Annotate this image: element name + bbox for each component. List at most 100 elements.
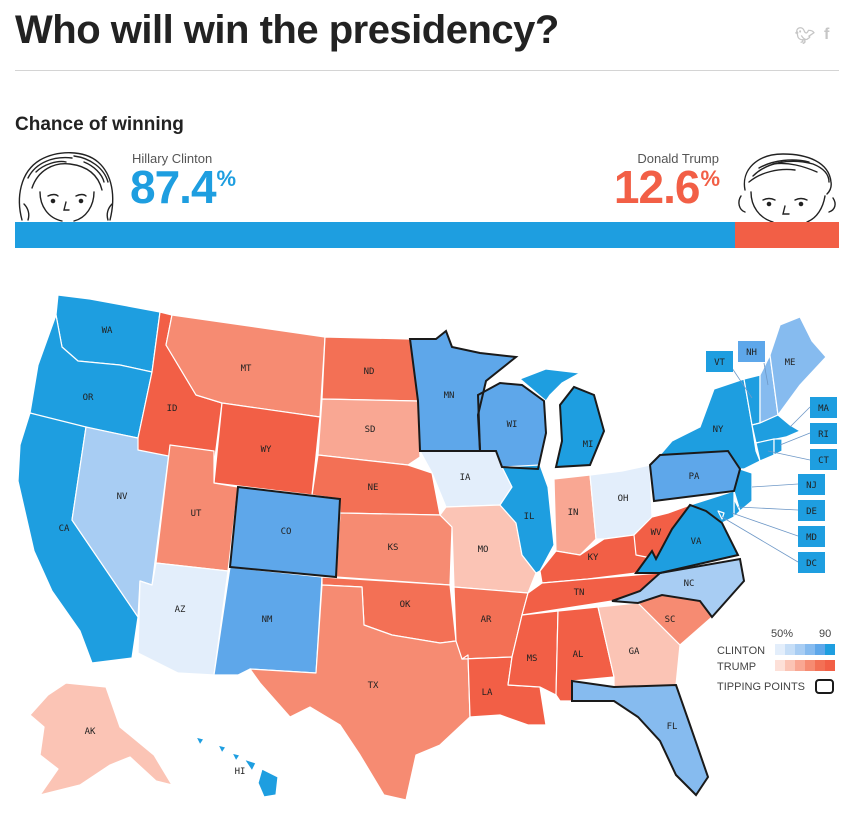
state-CT[interactable] bbox=[755, 438, 775, 462]
callout-box-RI[interactable] bbox=[810, 423, 837, 444]
us-election-map: VT NH MA RI CT NJ DE MD DC WA OR CA NV ID MT WY UT AZ CO N… bbox=[17, 294, 837, 801]
leader-line-MD bbox=[731, 512, 799, 537]
state-label-IL: IL bbox=[524, 512, 535, 522]
callout-box-CT[interactable] bbox=[810, 449, 837, 470]
trump-portrait bbox=[738, 153, 836, 222]
tipping-outline-NC bbox=[611, 557, 746, 619]
state-TX[interactable] bbox=[249, 584, 471, 801]
state-ME[interactable] bbox=[769, 316, 827, 416]
leader-line-DC bbox=[721, 516, 799, 563]
state-IN[interactable] bbox=[553, 474, 597, 556]
state-label-IA: IA bbox=[460, 473, 471, 483]
state-label-NC: NC bbox=[684, 579, 695, 589]
state-label-KS: KS bbox=[388, 543, 399, 553]
tipping-outline-FL bbox=[571, 679, 710, 797]
legend-swatch-clinton-3 bbox=[805, 644, 815, 655]
state-RI[interactable] bbox=[773, 438, 783, 456]
trump-probability-segment bbox=[735, 222, 839, 248]
legend-swatch-clinton-0 bbox=[775, 644, 785, 655]
state-label-MO: MO bbox=[478, 545, 489, 555]
state-SD[interactable] bbox=[317, 398, 421, 466]
state-label-NY: NY bbox=[713, 425, 724, 435]
leader-line-NJ bbox=[751, 483, 799, 488]
callout-label-CT: CT bbox=[818, 456, 829, 466]
facebook-icon[interactable]: f bbox=[824, 26, 830, 43]
leader-line-VT bbox=[729, 364, 753, 399]
map-legend: 50% 90 CLINTON TRUMP TIPPING POINTS bbox=[717, 628, 835, 694]
state-label-IN: IN bbox=[568, 508, 579, 518]
callout-box-DC[interactable] bbox=[798, 552, 825, 573]
legend-scale-low: 50% bbox=[771, 628, 793, 640]
state-HI[interactable] bbox=[195, 736, 279, 798]
callout-box-VT[interactable] bbox=[706, 351, 733, 372]
state-label-UT: UT bbox=[191, 509, 202, 519]
state-label-OH: OH bbox=[618, 494, 629, 504]
state-label-OK: OK bbox=[400, 600, 411, 610]
state-label-GA: GA bbox=[629, 647, 640, 657]
callout-box-NH[interactable] bbox=[738, 341, 765, 362]
callout-box-MA[interactable] bbox=[810, 397, 837, 418]
leader-line-RI bbox=[779, 432, 811, 446]
state-label-AR: AR bbox=[481, 615, 492, 625]
legend-swatch-trump-1 bbox=[785, 660, 795, 671]
state-label-SD: SD bbox=[365, 425, 376, 435]
twitter-icon[interactable]: 🐦︎ bbox=[795, 28, 816, 45]
state-AZ[interactable] bbox=[137, 562, 229, 676]
trump-probability: 12.6% bbox=[613, 161, 720, 213]
tipping-outline-PA bbox=[648, 449, 742, 503]
state-label-NE: NE bbox=[368, 483, 379, 493]
state-label-AL: AL bbox=[573, 650, 584, 660]
callout-label-NH: NH bbox=[746, 348, 757, 358]
state-label-MI: MI bbox=[583, 440, 594, 450]
state-label-PA: PA bbox=[689, 472, 700, 482]
tipping-outline-MI bbox=[554, 385, 606, 469]
tipping-outline-WI bbox=[476, 381, 548, 471]
chance-heading: Chance of winning bbox=[15, 114, 184, 135]
legend-tipping-label: TIPPING POINTS bbox=[717, 681, 805, 693]
leader-line-DE bbox=[737, 506, 799, 511]
callout-box-DE[interactable] bbox=[798, 500, 825, 521]
state-label-WI: WI bbox=[507, 420, 518, 430]
legend-clinton-label: CLINTON bbox=[717, 645, 765, 657]
state-label-MS: MS bbox=[527, 654, 538, 664]
state-label-ID: ID bbox=[167, 404, 178, 414]
legend-swatch-clinton-1 bbox=[785, 644, 795, 655]
callout-label-MD: MD bbox=[806, 533, 817, 543]
state-label-WV: WV bbox=[651, 528, 662, 538]
state-label-TX: TX bbox=[368, 681, 379, 691]
page-title: Who will win the presidency? bbox=[15, 8, 559, 52]
state-label-FL: FL bbox=[667, 722, 678, 732]
clinton-name: Hillary Clinton bbox=[132, 151, 213, 166]
state-label-WA: WA bbox=[102, 326, 113, 336]
legend-swatch-trump-2 bbox=[795, 660, 805, 671]
tipping-outline-CO bbox=[228, 485, 342, 579]
legend-swatch-trump-4 bbox=[815, 660, 825, 671]
legend-tipping-swatch bbox=[815, 679, 834, 694]
tipping-outline-VA bbox=[634, 503, 740, 574]
callout-box-NJ[interactable] bbox=[798, 474, 825, 495]
state-label-TN: TN bbox=[574, 588, 585, 598]
legend-trump-label: TRUMP bbox=[717, 661, 756, 673]
state-label-VA: VA bbox=[691, 537, 702, 547]
state-label-AK: AK bbox=[85, 727, 96, 737]
header-divider bbox=[15, 70, 839, 71]
legend-scale-high: 90 bbox=[819, 628, 831, 640]
legend-swatch-trump-0 bbox=[775, 660, 785, 671]
state-label-OR: OR bbox=[83, 393, 94, 403]
state-label-NV: NV bbox=[117, 492, 128, 502]
state-label-CO: CO bbox=[281, 527, 292, 537]
state-IL[interactable] bbox=[499, 464, 555, 574]
state-label-WY: WY bbox=[261, 445, 272, 455]
callout-box-MD[interactable] bbox=[798, 526, 825, 547]
state-FL[interactable] bbox=[571, 680, 709, 796]
callout-label-VT: VT bbox=[714, 358, 725, 368]
tipping-outline-MN bbox=[408, 329, 519, 452]
state-label-LA: LA bbox=[482, 688, 493, 698]
state-label-HI: HI bbox=[235, 767, 246, 777]
clinton-portrait bbox=[18, 152, 114, 222]
state-AK[interactable] bbox=[29, 682, 173, 796]
legend-swatch-clinton-5 bbox=[825, 644, 835, 655]
leader-line-CT bbox=[767, 450, 811, 461]
leader-line-MA bbox=[789, 406, 811, 428]
trump-name: Donald Trump bbox=[637, 151, 719, 166]
